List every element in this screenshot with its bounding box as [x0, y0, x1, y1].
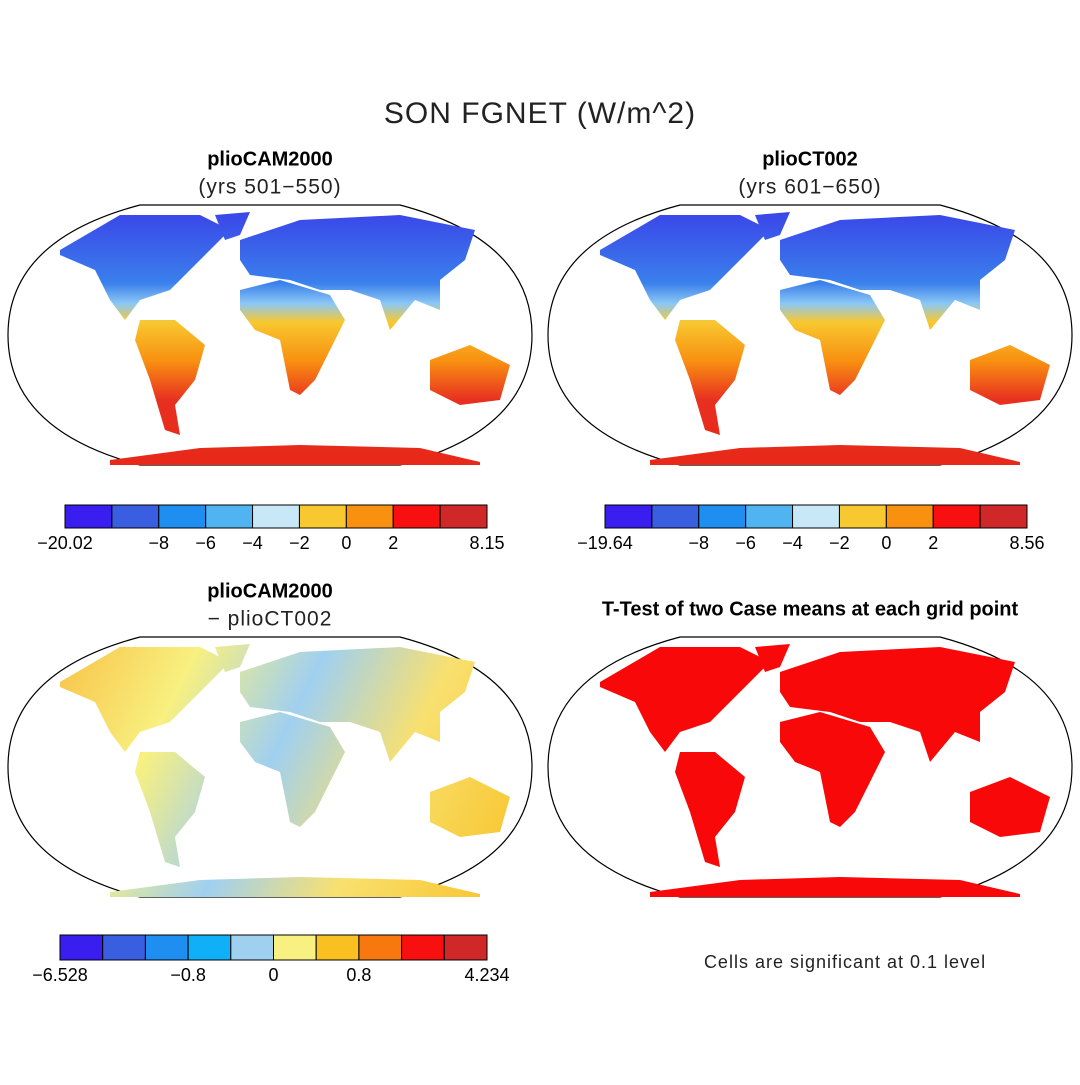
colorbar-swatch	[298, 504, 347, 529]
significance-note: Cells are significant at 0.1 level	[704, 952, 986, 972]
panel-subtitle: (yrs 501−550)	[198, 176, 341, 199]
colorbar-swatch	[64, 504, 113, 529]
colorbar-swatch	[792, 504, 840, 529]
colorbar-label: 4.234	[464, 965, 509, 985]
panel-title: plioCAM2000	[207, 580, 333, 602]
colorbar-swatch	[111, 504, 160, 529]
colorbar-label: −20.02	[37, 533, 93, 553]
colorbar-label: −2	[829, 533, 850, 553]
colorbar-label: 0	[881, 533, 891, 553]
colorbar-swatch	[439, 504, 488, 529]
colorbar-label: −2	[289, 533, 310, 553]
colorbar-label: 8.15	[469, 533, 504, 553]
colorbar-label: 0	[341, 533, 351, 553]
colorbar-swatch	[187, 934, 232, 961]
colorbar-label: −4	[782, 533, 803, 553]
colorbar-swatch	[745, 504, 794, 529]
colorbar-label: −0.8	[170, 965, 206, 985]
map	[7, 204, 533, 466]
panel-subtitle: (yrs 601−650)	[738, 176, 881, 199]
colorbar-label: 0	[268, 965, 278, 985]
colorbar-swatch	[158, 504, 207, 529]
colorbar-swatch	[651, 504, 700, 529]
panel-title: T-Test of two Case means at each grid po…	[602, 598, 1019, 620]
colorbar-swatch	[358, 934, 403, 961]
colorbar-swatch	[443, 934, 488, 961]
colorbar-label: −6.528	[32, 965, 88, 985]
colorbar-swatch	[698, 504, 747, 529]
colorbar-swatch	[885, 504, 934, 529]
colorbar-swatch	[252, 504, 300, 529]
colorbar-swatch	[230, 934, 275, 961]
colorbar-label: 2	[928, 533, 938, 553]
colorbar-swatch	[273, 934, 317, 961]
colorbar-swatch	[315, 934, 360, 961]
colorbar-swatch	[205, 504, 254, 529]
colorbar-swatch	[144, 934, 189, 961]
map	[547, 204, 1073, 466]
colorbar-label: −8	[689, 533, 710, 553]
colorbar-label: 0.8	[346, 965, 371, 985]
colorbar-label: 8.56	[1009, 533, 1044, 553]
colorbar-label: 2	[388, 533, 398, 553]
panel-subtitle: − plioCT002	[208, 608, 333, 631]
colorbar-swatch	[838, 504, 887, 529]
colorbar-label: −19.64	[577, 533, 633, 553]
panel-title: plioCAM2000	[207, 148, 333, 170]
map	[547, 636, 1073, 898]
colorbar-swatch	[345, 504, 394, 529]
colorbar-swatch	[59, 934, 104, 961]
colorbar-swatch	[392, 504, 441, 529]
colorbar-swatch	[932, 504, 981, 529]
colorbar-swatch	[979, 504, 1028, 529]
colorbars: −20.02 −8 −6 −4 −2 0 2 8.15 −19.64 −8 −6 −4 −2 0 2 8.56…	[32, 504, 1045, 985]
colorbar-label: −4	[242, 533, 263, 553]
colorbar-label: −6	[195, 533, 216, 553]
colorbar-label: −8	[149, 533, 170, 553]
panel-title: plioCT002	[762, 148, 858, 170]
map	[7, 636, 533, 898]
colorbar-swatch	[401, 934, 445, 961]
colorbar-label: −6	[735, 533, 756, 553]
figure-title: SON FGNET (W/m^2)	[384, 97, 696, 130]
colorbar-swatch	[604, 504, 653, 529]
colorbar-swatch	[102, 934, 146, 961]
